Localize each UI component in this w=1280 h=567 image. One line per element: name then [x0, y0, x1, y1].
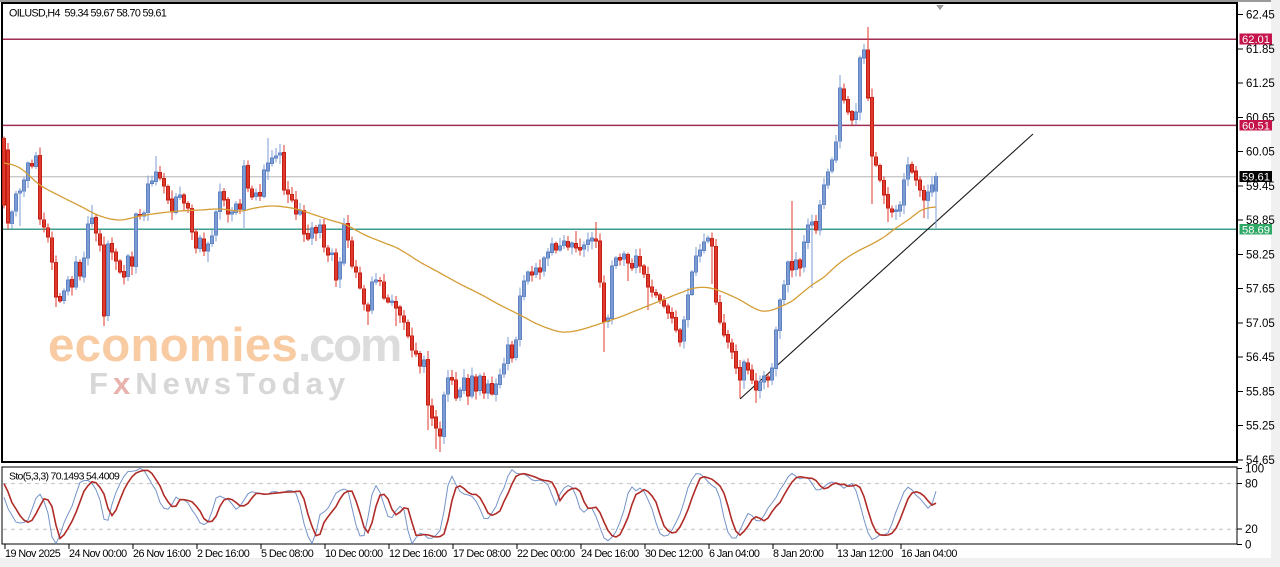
svg-text:0: 0: [1245, 539, 1251, 551]
svg-text:55.85: 55.85: [1246, 386, 1275, 398]
svg-text:24 Dec 16:00: 24 Dec 16:00: [581, 548, 639, 560]
svg-text:FxNewsToday: FxNewsToday: [89, 366, 350, 401]
svg-text:2 Dec 16:00: 2 Dec 16:00: [197, 548, 250, 560]
svg-text:61.85: 61.85: [1246, 44, 1275, 56]
svg-text:10 Dec 00:00: 10 Dec 00:00: [325, 548, 383, 560]
svg-text:12 Dec 16:00: 12 Dec 16:00: [389, 548, 447, 560]
svg-text:13 Jan 12:00: 13 Jan 12:00: [837, 548, 893, 560]
svg-text:54.65: 54.65: [1246, 455, 1275, 467]
svg-text:58.25: 58.25: [1246, 249, 1275, 261]
svg-text:OILUSD,H4 59.34 59.67 58.70 5: OILUSD,H4 59.34 59.67 58.70 59.61: [9, 8, 167, 20]
svg-text:57.05: 57.05: [1246, 318, 1275, 330]
svg-text:58.69: 58.69: [1242, 224, 1270, 236]
svg-text:55.25: 55.25: [1246, 421, 1275, 433]
svg-text:59.61: 59.61: [1242, 172, 1270, 184]
svg-text:8 Jan 20:00: 8 Jan 20:00: [773, 548, 824, 560]
svg-text:30 Dec 12:00: 30 Dec 12:00: [645, 548, 703, 560]
svg-text:57.65: 57.65: [1246, 284, 1275, 296]
svg-text:62.01: 62.01: [1242, 34, 1270, 46]
svg-text:5 Dec 08:00: 5 Dec 08:00: [261, 548, 314, 560]
svg-text:20: 20: [1245, 524, 1258, 536]
svg-text:61.25: 61.25: [1246, 78, 1275, 90]
svg-text:26 Nov 16:00: 26 Nov 16:00: [133, 548, 191, 560]
svg-text:59.45: 59.45: [1246, 181, 1275, 193]
svg-text:80: 80: [1245, 479, 1258, 491]
svg-text:19 Nov 2025: 19 Nov 2025: [5, 548, 61, 560]
svg-text:60.51: 60.51: [1242, 120, 1270, 132]
svg-text:62.45: 62.45: [1246, 10, 1275, 22]
svg-text:100: 100: [1245, 463, 1264, 475]
svg-text:Sto(5,3,3) 70.1493 54.4009: Sto(5,3,3) 70.1493 54.4009: [9, 471, 120, 483]
svg-text:17 Dec 08:00: 17 Dec 08:00: [453, 548, 511, 560]
svg-text:economies.com: economies.com: [48, 319, 400, 372]
svg-text:60.05: 60.05: [1246, 147, 1275, 159]
svg-text:56.45: 56.45: [1246, 352, 1275, 364]
svg-text:22 Dec 00:00: 22 Dec 00:00: [517, 548, 575, 560]
svg-text:24 Nov 00:00: 24 Nov 00:00: [69, 548, 127, 560]
svg-text:16 Jan 04:00: 16 Jan 04:00: [901, 548, 957, 560]
svg-text:6 Jan 04:00: 6 Jan 04:00: [709, 548, 760, 560]
